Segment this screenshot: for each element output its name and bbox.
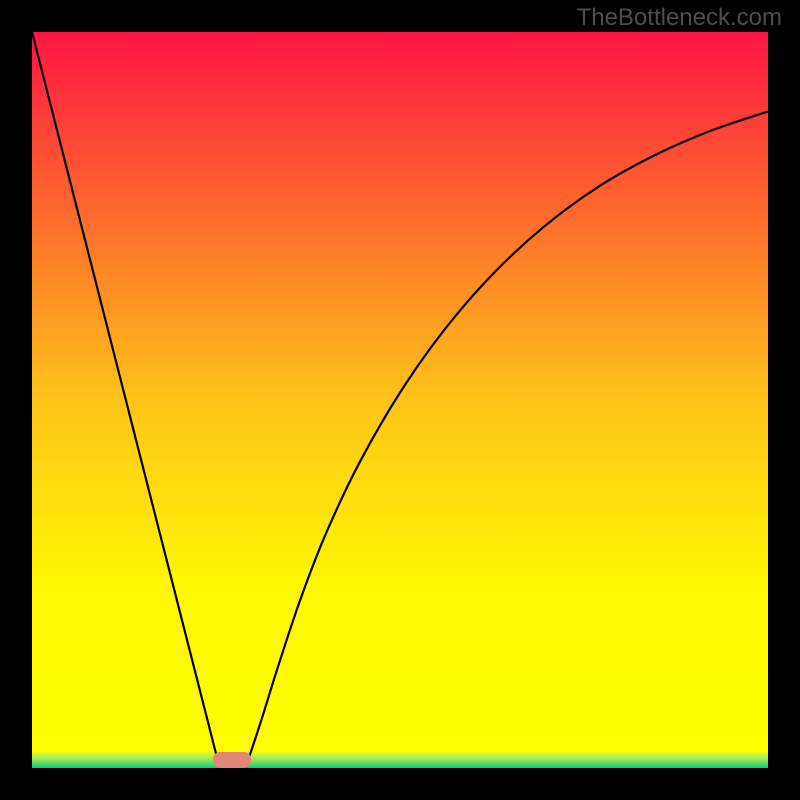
- chart-frame: TheBottleneck.com: [0, 0, 800, 800]
- optimal-marker: [213, 752, 251, 768]
- curve-right-segment: [245, 111, 768, 768]
- plot-area: [32, 32, 768, 768]
- watermark-text: TheBottleneck.com: [577, 4, 782, 32]
- bottleneck-curve: [32, 32, 768, 768]
- curve-left-segment: [32, 32, 220, 768]
